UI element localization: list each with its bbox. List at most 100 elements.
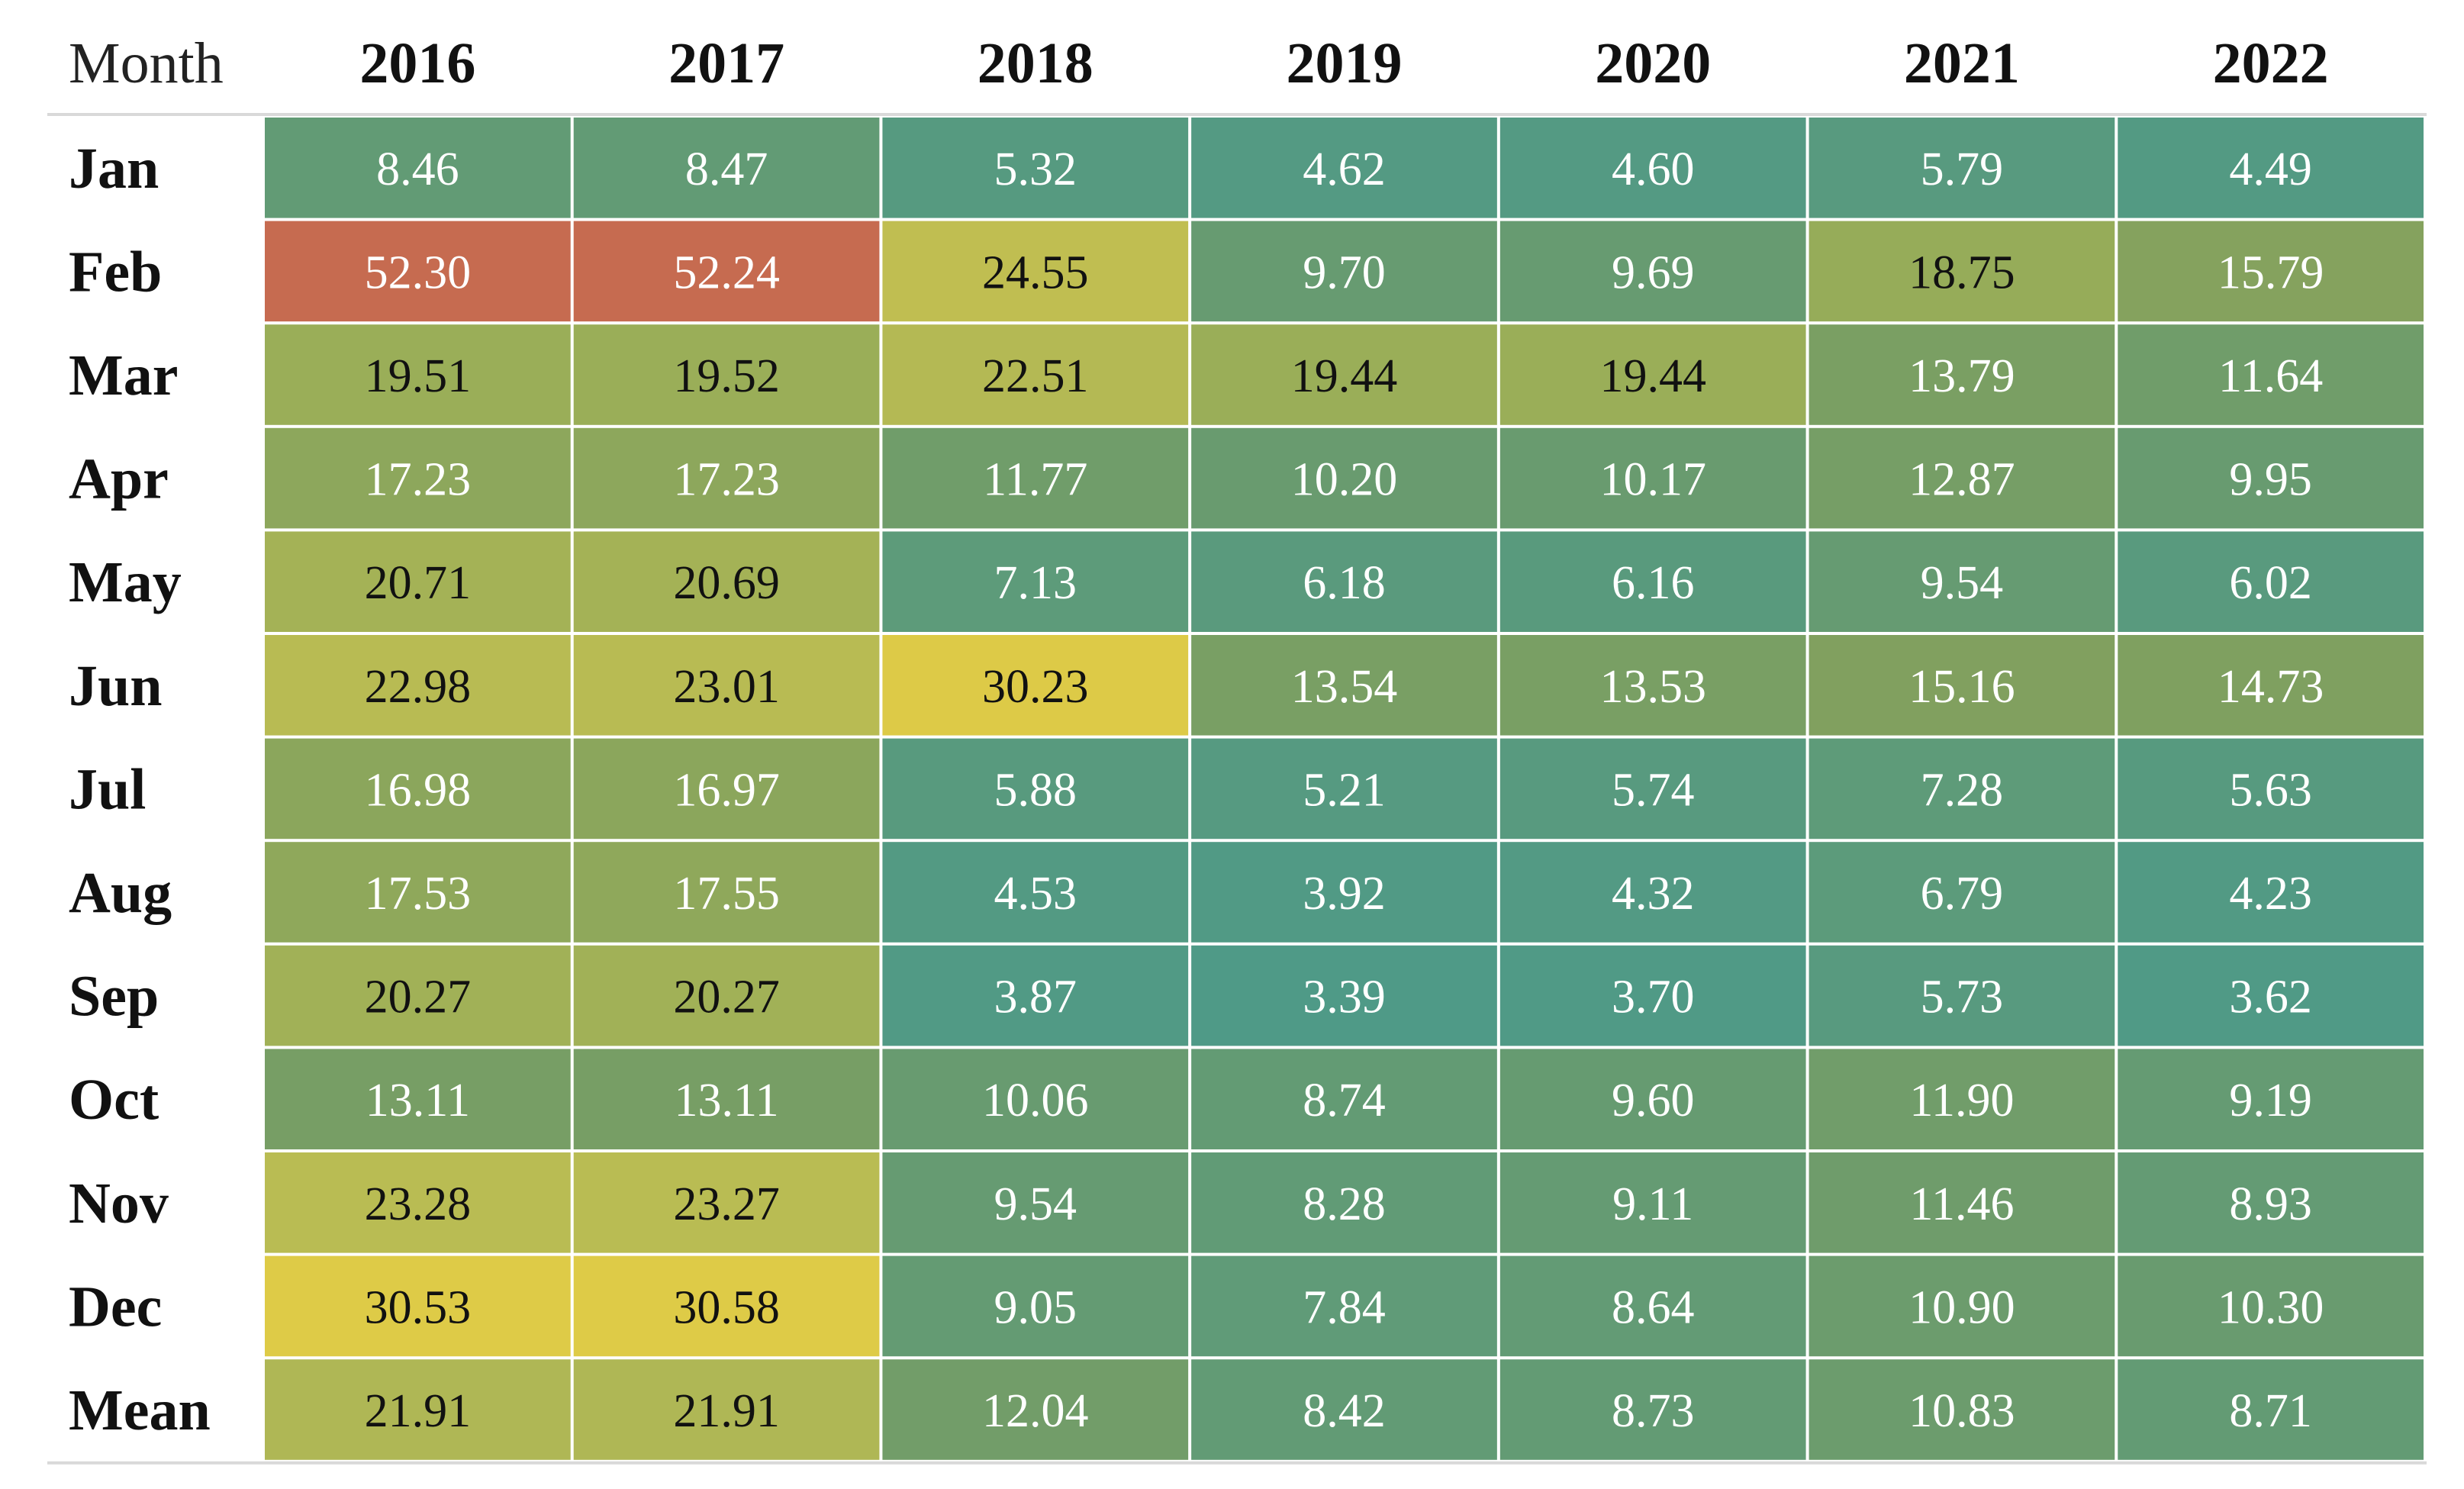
cell-value-may-2018: 7.13	[994, 557, 1077, 609]
cell-may-2020	[1499, 531, 1806, 632]
row-label-oct: Oct	[69, 1068, 159, 1132]
cell-jun-2020	[1499, 635, 1806, 736]
cell-value-jul-2019: 5.21	[1303, 764, 1386, 816]
cell-value-sep-2021: 5.73	[1921, 972, 2004, 1023]
cell-sep-2021	[1809, 945, 2115, 1046]
cell-value-mean-2022: 8.71	[2229, 1385, 2312, 1437]
cell-jan-2020	[1499, 118, 1806, 218]
corner-label: Month	[69, 31, 224, 95]
cell-value-feb-2017: 52.24	[673, 247, 780, 298]
cell-value-nov-2018: 9.54	[994, 1178, 1077, 1230]
cell-mar-2021	[1809, 324, 2115, 425]
cell-value-dec-2016: 30.53	[365, 1281, 472, 1333]
cell-value-mean-2018: 12.04	[982, 1385, 1089, 1437]
cell-value-apr-2019: 10.20	[1291, 454, 1398, 506]
cell-apr-2018	[882, 427, 1189, 529]
cell-value-apr-2016: 17.23	[365, 454, 472, 506]
cell-value-mean-2021: 10.83	[1908, 1385, 2015, 1437]
row-label-aug: Aug	[69, 861, 172, 925]
row-label-apr: Apr	[69, 447, 169, 511]
cell-value-may-2017: 20.69	[673, 557, 780, 609]
cell-may-2016	[265, 531, 571, 632]
cell-oct-2020	[1499, 1049, 1806, 1149]
cell-mar-2020	[1499, 324, 1806, 425]
cell-value-jul-2016: 16.98	[365, 764, 472, 816]
cell-value-oct-2021: 11.90	[1909, 1075, 2014, 1126]
cell-oct-2018	[882, 1049, 1189, 1149]
cell-value-jun-2021: 15.16	[1908, 661, 2015, 713]
cell-jun-2017	[573, 635, 880, 736]
row-label-jan: Jan	[69, 137, 159, 201]
cell-value-jan-2016: 8.46	[376, 143, 459, 195]
cell-value-feb-2016: 52.30	[365, 247, 472, 298]
cell-jun-2022	[2118, 635, 2424, 736]
cell-value-jan-2020: 4.60	[1612, 143, 1695, 195]
column-header-2022: 2022	[2213, 31, 2329, 95]
cell-value-sep-2020: 3.70	[1612, 972, 1695, 1023]
cell-value-apr-2021: 12.87	[1908, 454, 2015, 506]
table-rules	[47, 113, 2427, 1465]
column-header-2016: 2016	[359, 31, 475, 95]
cell-value-mar-2021: 13.79	[1908, 350, 2015, 402]
cell-value-feb-2020: 9.69	[1612, 247, 1695, 298]
cell-value-dec-2019: 7.84	[1303, 1281, 1386, 1333]
cell-dec-2020	[1499, 1255, 1806, 1357]
cell-nov-2017	[573, 1152, 880, 1253]
cell-value-nov-2022: 8.93	[2229, 1178, 2312, 1230]
cell-dec-2022	[2118, 1255, 2424, 1357]
cell-dec-2021	[1809, 1255, 2115, 1357]
cell-oct-2016	[265, 1049, 571, 1149]
cell-value-apr-2022: 9.95	[2229, 454, 2312, 506]
cell-value-sep-2022: 3.62	[2229, 972, 2312, 1023]
cell-aug-2020	[1499, 842, 1806, 943]
cell-value-aug-2017: 17.55	[673, 868, 780, 920]
cell-value-oct-2020: 9.60	[1612, 1075, 1695, 1126]
cell-value-dec-2020: 8.64	[1612, 1281, 1695, 1333]
cell-value-jun-2022: 14.73	[2218, 661, 2324, 713]
cell-value-jul-2017: 16.97	[673, 764, 780, 816]
cell-mar-2018	[882, 324, 1189, 425]
row-label-mean: Mean	[69, 1378, 211, 1442]
cell-apr-2022	[2118, 427, 2424, 529]
cell-may-2022	[2118, 531, 2424, 632]
cell-mean-2016	[265, 1359, 571, 1460]
cell-mean-2018	[882, 1359, 1189, 1460]
cell-value-nov-2021: 11.46	[1909, 1178, 2014, 1230]
cell-value-mar-2016: 19.51	[365, 350, 472, 402]
cell-value-jun-2017: 23.01	[673, 661, 780, 713]
cell-value-aug-2018: 4.53	[994, 868, 1077, 920]
cell-value-mean-2016: 21.91	[365, 1385, 472, 1437]
row-label-sep: Sep	[69, 965, 159, 1029]
cell-oct-2017	[573, 1049, 880, 1149]
cell-sep-2019	[1191, 945, 1497, 1046]
cell-sep-2017	[573, 945, 880, 1046]
cell-value-oct-2018: 10.06	[982, 1075, 1089, 1126]
cell-value-sep-2018: 3.87	[994, 972, 1077, 1023]
cell-apr-2020	[1499, 427, 1806, 529]
cell-value-oct-2016: 13.11	[366, 1075, 470, 1126]
cell-value-aug-2021: 6.79	[1921, 868, 2004, 920]
cell-jun-2016	[265, 635, 571, 736]
cell-value-mar-2019: 19.44	[1291, 350, 1398, 402]
cell-value-oct-2022: 9.19	[2229, 1075, 2312, 1126]
cell-dec-2016	[265, 1255, 571, 1357]
cell-feb-2018	[882, 221, 1189, 322]
cell-value-dec-2017: 30.58	[673, 1281, 780, 1333]
cell-apr-2017	[573, 427, 880, 529]
cell-mean-2021	[1809, 1359, 2115, 1460]
cell-value-jul-2022: 5.63	[2229, 764, 2312, 816]
cell-value-dec-2022: 10.30	[2218, 1281, 2324, 1333]
cell-value-jan-2021: 5.79	[1921, 143, 2004, 195]
column-header-2019: 2019	[1287, 31, 1403, 95]
cell-feb-2019	[1191, 221, 1497, 322]
cell-feb-2022	[2118, 221, 2424, 322]
cell-value-feb-2021: 18.75	[1908, 247, 2015, 298]
cell-value-nov-2016: 23.28	[365, 1178, 472, 1230]
cell-sep-2016	[265, 945, 571, 1046]
cell-sep-2018	[882, 945, 1189, 1046]
column-header-2018: 2018	[978, 31, 1094, 95]
cell-jul-2018	[882, 738, 1189, 840]
cell-value-sep-2016: 20.27	[365, 972, 472, 1023]
cell-value-may-2022: 6.02	[2229, 557, 2312, 609]
cell-value-nov-2019: 8.28	[1303, 1178, 1386, 1230]
